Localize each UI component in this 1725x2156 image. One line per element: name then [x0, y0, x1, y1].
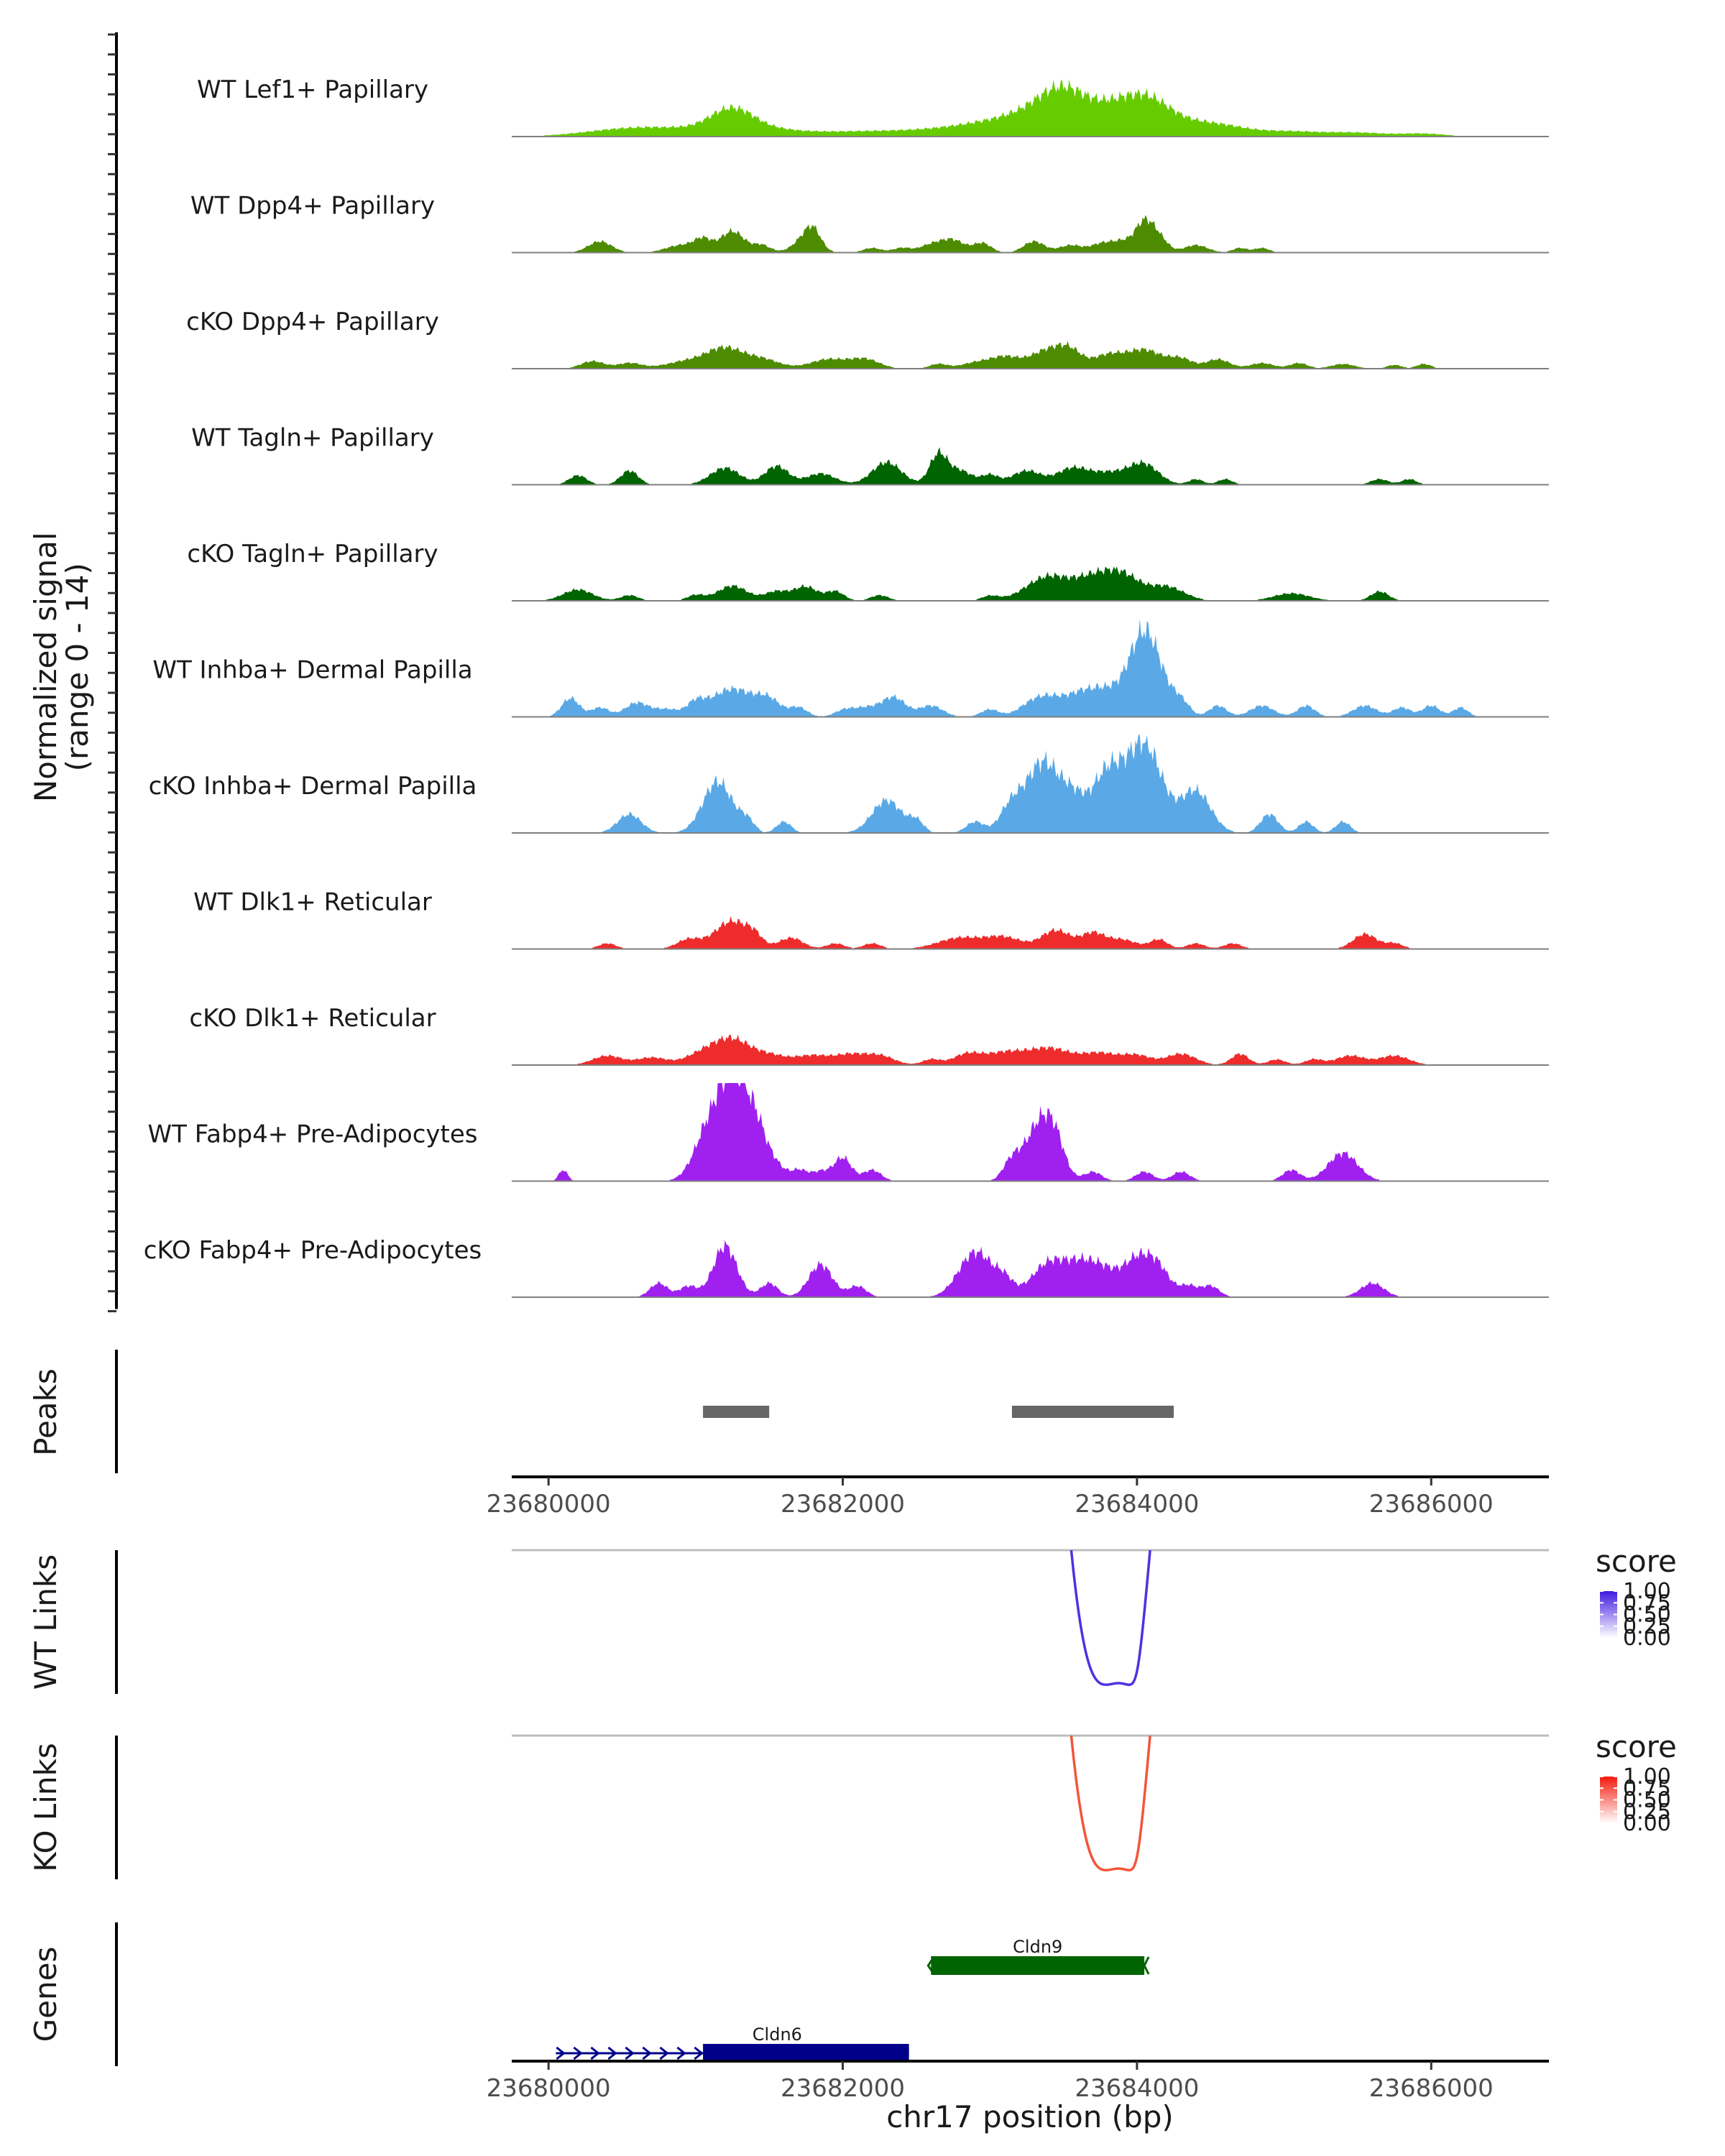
peak-region	[703, 1406, 770, 1418]
strand-arrow	[642, 2046, 652, 2060]
legend-tick-label: 0.75	[1623, 1776, 1671, 1801]
strand-arrow	[694, 2046, 704, 2060]
coverage-track: WT Inhba+ Dermal Papilla	[152, 619, 1549, 718]
strand-arrow	[607, 2046, 617, 2060]
coverage-track: WT Dlk1+ Reticular	[193, 888, 1549, 950]
strand-arrow	[1143, 1956, 1150, 1975]
genes-panel: Genes Cldn9 Cldn6	[28, 1922, 1150, 2066]
gene-exon	[703, 2044, 909, 2063]
legend-tick-label: 0.00	[1623, 1811, 1671, 1836]
strand-arrow	[556, 2046, 566, 2060]
coverage-track: WT Dpp4+ Papillary	[190, 192, 1549, 254]
gene-exon	[931, 1956, 1145, 1975]
legend-title: score	[1596, 1544, 1677, 1579]
legend-tick-label: 0.25	[1623, 1614, 1671, 1639]
x-tick-label: 23682000	[781, 1490, 905, 1519]
track-label: WT Dpp4+ Papillary	[190, 192, 435, 221]
links-track-label: KO Links	[28, 1743, 63, 1872]
coverage-area	[512, 1083, 1549, 1181]
track-label: WT Inhba+ Dermal Papilla	[152, 656, 472, 685]
legend-tick-label: 1.00	[1623, 1579, 1671, 1604]
links-track-label: WT Links	[28, 1554, 63, 1690]
coverage-area	[512, 734, 1549, 833]
x-axis-top: 23680000 23682000 23684000 23686000	[487, 1475, 1549, 1519]
coverage-track: WT Tagln+ Papillary	[191, 424, 1549, 486]
gene-label: Cldn6	[753, 2024, 802, 2045]
gene-model: Cldn9	[926, 1937, 1150, 1975]
strand-arrow	[590, 2046, 600, 2060]
coverage-track: cKO Fabp4+ Pre-Adipocytes	[144, 1236, 1549, 1298]
x-tick-label: 23686000	[1369, 2074, 1494, 2103]
x-axis-title: chr17 position (bp)	[886, 2099, 1174, 2134]
y-axis-title: Normalized signal(range 0 - 14)	[28, 532, 95, 802]
x-tick-label: 23684000	[1075, 2074, 1199, 2103]
coverage-area	[512, 341, 1549, 369]
track-label: cKO Dlk1+ Reticular	[189, 1004, 436, 1033]
legend-title: score	[1596, 1729, 1677, 1764]
legend-tick-label: 0.25	[1623, 1800, 1671, 1825]
x-tick-label: 23686000	[1369, 1490, 1494, 1519]
track-label: cKO Tagln+ Papillary	[187, 540, 438, 568]
link-arc	[1070, 1549, 1151, 1687]
peaks-panel: Peaks	[28, 1350, 1174, 1473]
strand-arrow	[676, 2046, 686, 2060]
x-axis-bottom: 23680000 23682000 23684000 23686000	[487, 2060, 1549, 2103]
gene-label: Cldn9	[1013, 1937, 1062, 1957]
x-tick-label: 23684000	[1075, 1490, 1199, 1519]
coverage-track: cKO Dlk1+ Reticular	[189, 1004, 1549, 1066]
peak-region	[1011, 1406, 1174, 1418]
legend-tick-label: 0.50	[1623, 1788, 1671, 1813]
coverage-area	[512, 1240, 1549, 1297]
track-label: WT Tagln+ Papillary	[191, 424, 434, 453]
coverage-area	[512, 619, 1549, 717]
track-label: cKO Dpp4+ Papillary	[186, 308, 439, 336]
track-label: WT Dlk1+ Reticular	[193, 888, 432, 917]
coverage-area	[512, 79, 1549, 137]
track-label: WT Lef1+ Papillary	[197, 75, 428, 104]
coverage-area	[512, 1034, 1549, 1065]
x-tick-label: 23682000	[781, 2074, 905, 2103]
coverage-track: cKO Tagln+ Papillary	[187, 540, 1549, 602]
link-arc	[1070, 1735, 1151, 1872]
gene-model: Cldn6	[556, 2024, 909, 2063]
legend-tick-label: 0.00	[1623, 1626, 1671, 1651]
y-axis-title-line: (range 0 - 14)	[60, 563, 95, 771]
coverage-area	[512, 566, 1549, 601]
coverage-area	[512, 916, 1549, 949]
peaks-track-label: Peaks	[28, 1368, 63, 1456]
strand-arrow	[926, 1956, 935, 1975]
y-axis-title-line: Normalized signal	[28, 532, 63, 802]
coverage-track: WT Fabp4+ Pre-Adipocytes	[148, 1083, 1549, 1182]
legend-tick-label: 0.50	[1623, 1603, 1671, 1628]
x-tick-label: 23680000	[487, 1490, 611, 1519]
track-label: cKO Inhba+ Dermal Papilla	[149, 772, 477, 801]
coverage-track: WT Lef1+ Papillary	[197, 75, 1549, 137]
track-label: cKO Fabp4+ Pre-Adipocytes	[144, 1236, 482, 1265]
coverage-area	[512, 215, 1549, 253]
x-tick-label: 23680000	[487, 2074, 611, 2103]
strand-arrow	[573, 2046, 583, 2060]
strand-arrow	[659, 2046, 669, 2060]
strand-arrow	[625, 2046, 635, 2060]
legend-tick-label: 0.75	[1623, 1590, 1671, 1616]
coverage-area	[512, 447, 1549, 485]
genes-track-label: Genes	[28, 1947, 63, 2042]
track-label: WT Fabp4+ Pre-Adipocytes	[148, 1120, 478, 1149]
coverage-track: cKO Inhba+ Dermal Papilla	[149, 734, 1549, 834]
coverage-track: cKO Dpp4+ Papillary	[186, 308, 1549, 369]
legend-tick-label: 1.00	[1623, 1764, 1671, 1789]
coverage-panel: Normalized signal(range 0 - 14) WT Lef1+ …	[28, 32, 1549, 1312]
